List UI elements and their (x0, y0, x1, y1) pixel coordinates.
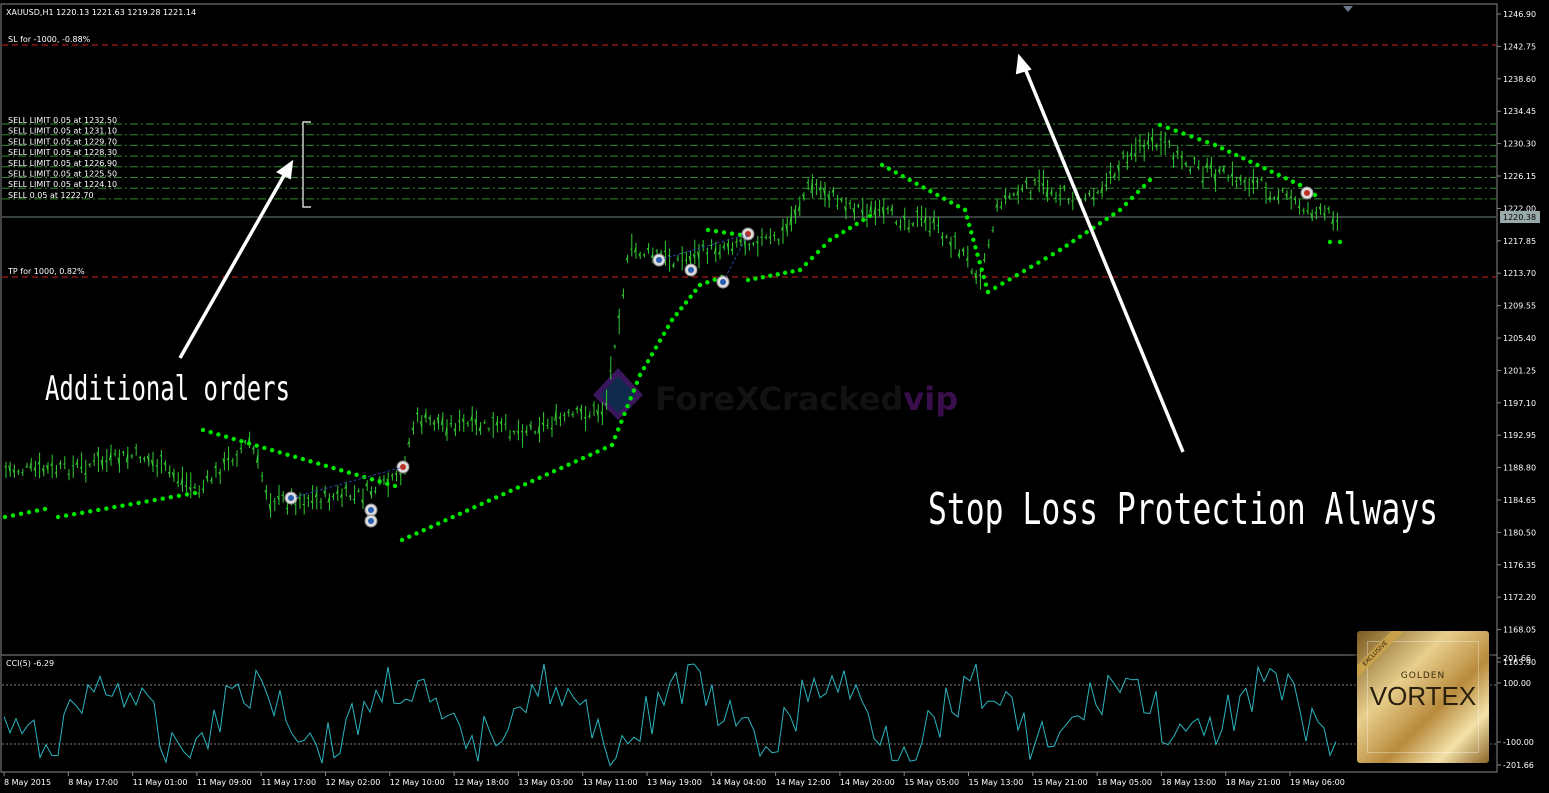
price-tick: 1176.35 (1503, 561, 1536, 570)
time-tick: 11 May 09:00 (197, 778, 252, 787)
cci-tick: 100.00 (1503, 679, 1531, 688)
price-tick: 1197.10 (1503, 399, 1536, 408)
price-tick: 1209.55 (1503, 302, 1536, 311)
time-tick: 14 May 20:00 (840, 778, 895, 787)
price-tick: 1192.95 (1503, 431, 1536, 440)
order-label: SELL LIMIT 0.05 at 1225.50 (8, 170, 117, 179)
cci-axis: 201.66 100.00 -100.00 -201.66 (1497, 654, 1534, 770)
price-tick: 1163.90 (1503, 658, 1536, 667)
time-tick: 11 May 17:00 (261, 778, 316, 787)
candlesticks (4, 128, 1338, 518)
price-tick: 1238.60 (1503, 75, 1536, 84)
time-tick: 18 May 13:00 (1161, 778, 1216, 787)
price-tick: 1217.85 (1503, 237, 1536, 246)
sl-label: SL for -1000, -0.88% (8, 35, 91, 44)
time-tick: 13 May 11:00 (583, 778, 638, 787)
time-tick: 15 May 13:00 (969, 778, 1024, 787)
annotation-arrow-right (1015, 53, 1185, 453)
price-tick: 1180.50 (1503, 528, 1536, 537)
time-tick: 12 May 18:00 (454, 778, 509, 787)
price-tick: 1226.15 (1503, 172, 1536, 181)
parabolic-sar-dots (2, 122, 1343, 543)
time-tick: 19 May 06:00 (1290, 778, 1345, 787)
cci-panel-frame (0, 654, 1498, 773)
time-tick: 12 May 10:00 (390, 778, 445, 787)
order-label: SELL LIMIT 0.05 at 1231.10 (8, 127, 117, 136)
annotation-additional-orders: Additional orders (45, 369, 290, 409)
trade-markers[interactable] (284, 186, 1314, 528)
price-tick: 1168.05 (1503, 626, 1536, 635)
orders-bracket (302, 121, 311, 208)
price-tick: 1188.80 (1503, 464, 1536, 473)
golden-vortex-badge: EXCLUSIVE GOLDEN VORTEX (1357, 631, 1489, 763)
order-label: SELL LIMIT 0.05 at 1228.30 (8, 148, 117, 157)
time-tick: 13 May 03:00 (518, 778, 573, 787)
badge-line2: VORTEX (1369, 681, 1477, 711)
watermark: ForeXCrackedvip (593, 368, 958, 420)
price-axis: 1246.90 1242.75 1238.60 1234.45 1230.30 1226.… (1497, 10, 1536, 667)
current-price-box (1500, 211, 1540, 223)
time-tick: 8 May 2015 (4, 778, 51, 787)
price-tick: 1205.40 (1503, 334, 1536, 343)
order-label: SELL 0.05 at 1222.70 (8, 191, 94, 200)
cci-label: CCI(5) -6.29 (6, 659, 54, 668)
symbol-info: XAUUSD,H1 1220.13 1221.63 1219.28 1221.1… (6, 8, 196, 17)
time-tick: 15 May 05:00 (904, 778, 959, 787)
price-tick: 1242.75 (1503, 42, 1536, 51)
cci-tick: -201.66 (1503, 761, 1534, 770)
time-tick: 8 May 17:00 (68, 778, 118, 787)
time-axis: 8 May 2015 8 May 17:00 11 May 01:00 11 May … (3, 772, 1345, 787)
order-label: SELL LIMIT 0.05 at 1232.50 (8, 116, 117, 125)
price-tick: 1172.20 (1503, 593, 1536, 602)
price-tick: 1230.30 (1503, 140, 1536, 149)
time-tick: 12 May 02:00 (326, 778, 381, 787)
price-tick: 1184.65 (1503, 496, 1536, 505)
order-labels: SELL LIMIT 0.05 at 1232.50 SELL LIMIT 0.0… (8, 116, 117, 200)
current-price: 1220.38 (1503, 213, 1536, 222)
time-tick: 14 May 12:00 (776, 778, 831, 787)
order-lines (2, 123, 1496, 200)
time-tick: 18 May 05:00 (1097, 778, 1152, 787)
time-tick: 18 May 21:00 (1226, 778, 1281, 787)
annotation-arrow-left (178, 159, 294, 359)
cci-line (3, 663, 1337, 767)
price-tick: 1213.70 (1503, 269, 1536, 278)
annotation-stop-loss: Stop Loss Protection Always (928, 484, 1438, 535)
price-tick: 1234.45 (1503, 107, 1536, 116)
time-tick: 13 May 19:00 (647, 778, 702, 787)
cci-tick: 201.66 (1503, 654, 1531, 663)
cci-tick: -100.00 (1503, 738, 1534, 747)
price-tick: 1246.90 (1503, 10, 1536, 19)
price-tick: 1201.25 (1503, 366, 1536, 375)
price-tick: 1222.00 (1503, 204, 1536, 213)
badge-line1: GOLDEN (1400, 671, 1446, 681)
time-tick: 11 May 01:00 (133, 778, 188, 787)
watermark-text: ForeXCrackedvip (655, 380, 958, 418)
tp-label: TP for 1000, 0.82% (7, 267, 85, 276)
time-tick: 15 May 21:00 (1033, 778, 1088, 787)
order-label: SELL LIMIT 0.05 at 1224.10 (8, 180, 117, 189)
chart-shift-marker-icon[interactable] (1343, 6, 1353, 12)
order-label: SELL LIMIT 0.05 at 1226.90 (8, 159, 117, 168)
time-tick: 14 May 04:00 (711, 778, 766, 787)
order-label: SELL LIMIT 0.05 at 1229.70 (8, 137, 117, 146)
main-panel-frame (0, 3, 1498, 656)
